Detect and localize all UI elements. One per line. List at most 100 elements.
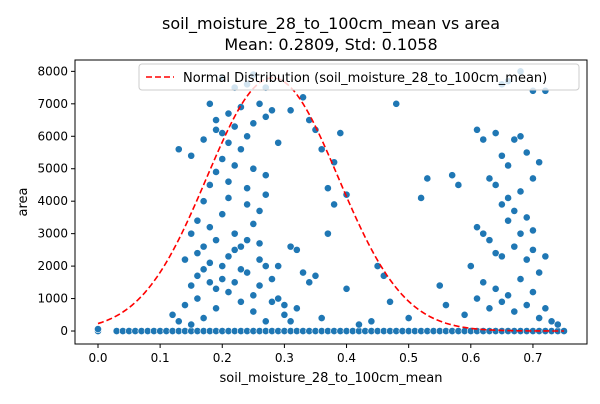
data-point [497, 252, 506, 261]
legend: Normal Distribution (soil_moisture_28_to… [138, 63, 580, 91]
data-point [205, 223, 214, 232]
data-point [187, 320, 196, 329]
data-point [367, 317, 376, 326]
data-point [261, 317, 270, 326]
data-point [218, 210, 227, 219]
legend-label: Normal Distribution (soil_moisture_28_to… [183, 71, 547, 86]
data-point [529, 174, 537, 183]
y-tick-label: 5000 [37, 162, 68, 176]
data-point [243, 200, 252, 209]
x-tick-label: 0.0 [88, 351, 107, 365]
data-point [392, 99, 401, 108]
data-point [212, 116, 220, 124]
data-point [299, 268, 307, 277]
data-point [491, 181, 500, 189]
data-point [305, 278, 314, 287]
data-point [224, 177, 233, 186]
y-axis-label: area [16, 188, 31, 217]
data-point [212, 236, 220, 245]
data-point [212, 125, 220, 134]
data-point [485, 174, 494, 183]
data-point [193, 216, 202, 225]
data-point [417, 194, 425, 202]
data-point [286, 106, 295, 115]
y-tick-label: 7000 [37, 97, 68, 111]
data-point [230, 161, 239, 170]
data-point [535, 158, 544, 167]
data-point [199, 135, 208, 144]
data-point [516, 187, 525, 196]
data-point [510, 242, 519, 251]
plot-area [74, 59, 588, 345]
y-tick-label: 3000 [37, 227, 68, 241]
data-point [274, 138, 283, 147]
data-point [516, 132, 525, 141]
data-point [243, 132, 252, 141]
data-point [529, 226, 537, 235]
data-point [404, 314, 413, 322]
data-point [174, 145, 183, 154]
data-point [224, 109, 233, 118]
data-point [205, 278, 214, 287]
data-point [174, 317, 183, 326]
data-point [460, 310, 469, 319]
data-point [218, 155, 227, 163]
data-point [504, 161, 512, 170]
data-point [274, 262, 283, 271]
data-point [249, 119, 258, 128]
data-point [94, 325, 102, 333]
y-tick-label: 8000 [37, 64, 68, 78]
data-point [205, 258, 214, 267]
data-point [473, 125, 481, 134]
data-point [479, 278, 488, 287]
data-point [249, 164, 258, 173]
data-point [261, 112, 270, 121]
data-point [497, 200, 506, 209]
data-point [479, 135, 488, 144]
data-point [199, 314, 208, 322]
x-tick-label: 0.2 [213, 351, 232, 365]
data-point [336, 129, 345, 137]
legend-box [138, 63, 580, 91]
data-point [497, 297, 506, 306]
data-point [323, 184, 332, 193]
data-point [386, 297, 394, 306]
data-point [224, 288, 233, 296]
data-point [205, 99, 214, 108]
data-point [243, 268, 252, 277]
data-point [466, 262, 475, 271]
data-point [510, 207, 519, 215]
data-point [193, 249, 202, 258]
data-point [454, 181, 463, 189]
data-point [230, 245, 239, 254]
data-point [249, 291, 258, 300]
data-point [510, 307, 519, 316]
data-point [547, 317, 556, 326]
x-axis: 0.0 0.1 0.2 0.3 0.4 0.5 0.6 0.7 [88, 344, 542, 365]
x-tick-label: 0.1 [151, 351, 170, 365]
data-point [491, 284, 500, 293]
data-point [218, 262, 227, 271]
data-point [330, 200, 339, 209]
data-point [442, 301, 450, 309]
data-point [261, 190, 270, 199]
y-tick-label: 4000 [37, 194, 68, 208]
data-point [330, 158, 339, 167]
data-point [504, 194, 512, 202]
data-point [243, 184, 252, 193]
data-point [541, 304, 550, 313]
data-point [516, 275, 525, 283]
data-point [187, 151, 196, 160]
data-point [187, 229, 196, 238]
data-point [535, 268, 544, 277]
y-tick-label: 6000 [37, 129, 68, 143]
data-point [193, 271, 202, 280]
data-point [485, 236, 494, 245]
data-point [299, 93, 307, 102]
data-point [268, 275, 276, 283]
data-point [541, 252, 550, 261]
x-axis-label: soil_moisture_28_to_100cm_mean [220, 371, 443, 386]
x-tick-label: 0.5 [399, 351, 418, 365]
data-point [237, 297, 245, 306]
